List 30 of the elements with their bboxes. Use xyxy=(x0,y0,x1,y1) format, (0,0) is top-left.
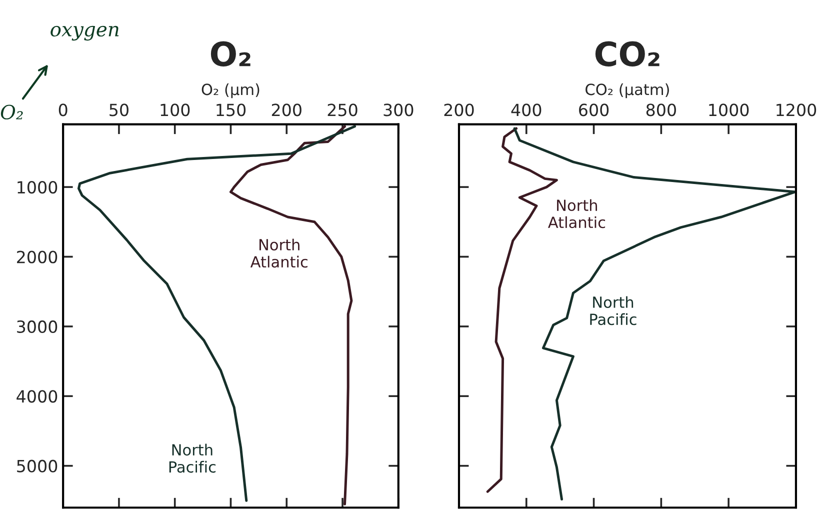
text: O₂ xyxy=(0,104,23,120)
x-tick-label: 300 xyxy=(384,104,414,116)
x-tick-label: 600 xyxy=(579,104,609,116)
x-tick-label: 100 xyxy=(160,104,190,116)
series-label: North Atlantic xyxy=(548,199,606,228)
x-tick-label: 150 xyxy=(216,104,246,116)
x-tick-label: 0 xyxy=(58,104,68,116)
series-label: North Atlantic xyxy=(250,238,308,268)
series-label: North Pacific xyxy=(169,444,216,473)
x-tick-label: 200 xyxy=(272,104,302,116)
text: oxygen xyxy=(50,26,119,41)
line-series xyxy=(229,125,353,506)
x-tick-label: 1000 xyxy=(709,104,749,116)
x-tick-label: 50 xyxy=(110,104,128,116)
x-axis-title: CO₂ (µatm) xyxy=(586,83,669,98)
line-series xyxy=(77,125,356,502)
x-tick-label: 250 xyxy=(328,104,358,116)
y-tick-label: 1000 xyxy=(18,181,58,194)
x-tick-label: 1200 xyxy=(776,104,816,116)
chart-title: CO₂ xyxy=(595,41,660,66)
x-axis-title: O₂ (µm) xyxy=(202,83,260,98)
y-tick-label: 2000 xyxy=(17,250,58,264)
chart-title: O₂ xyxy=(210,41,250,66)
y-tick-label: 3000 xyxy=(17,320,58,334)
x-tick-label: 400 xyxy=(511,104,542,116)
y-tick-label: 4000 xyxy=(16,390,58,403)
y-tick-label: 5000 xyxy=(17,460,58,472)
x-tick-label: 200 xyxy=(444,104,474,116)
series-label: North Pacific xyxy=(590,296,636,326)
x-tick-label: 800 xyxy=(646,104,676,116)
